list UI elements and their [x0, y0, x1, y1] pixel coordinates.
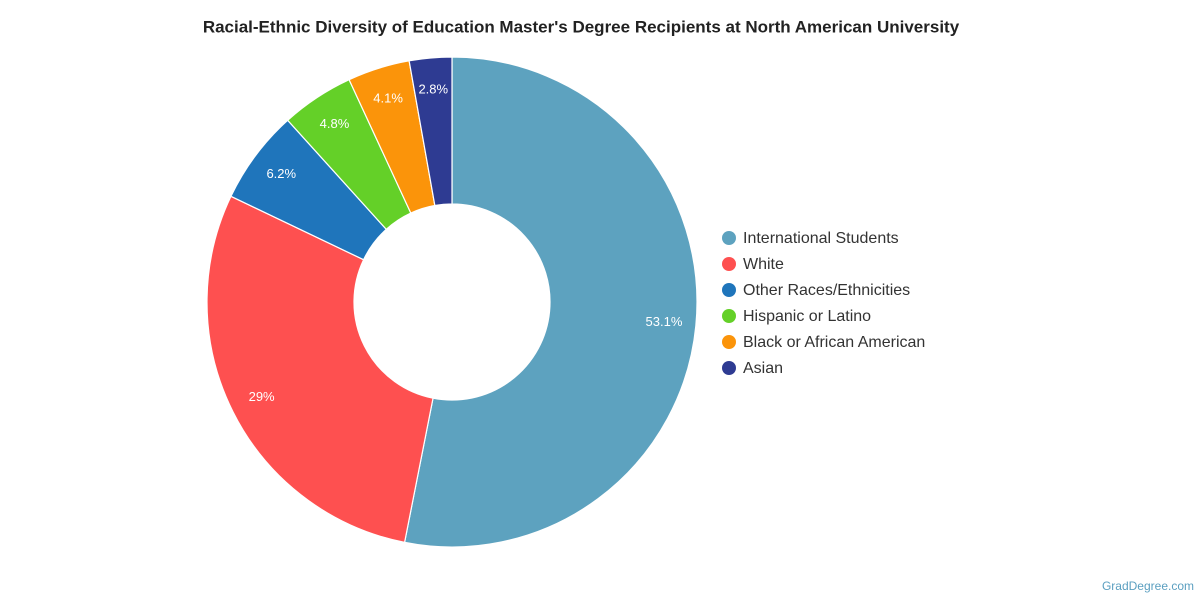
legend-label: Black or African American	[743, 334, 925, 351]
legend-marker	[722, 361, 736, 375]
legend-label: Asian	[743, 360, 783, 377]
donut-slice	[206, 195, 434, 544]
donut-slice	[403, 56, 698, 548]
legend-label: Hispanic or Latino	[743, 308, 871, 325]
legend-marker	[722, 335, 736, 349]
legend-marker	[722, 231, 736, 245]
value-label: 6.2%	[266, 166, 296, 181]
donut-slice	[408, 56, 453, 207]
value-label: 4.1%	[373, 90, 403, 105]
value-label: 4.8%	[320, 116, 350, 131]
legend-marker	[722, 309, 736, 323]
legend-label: White	[743, 256, 784, 273]
legend-label: Other Races/Ethnicities	[743, 282, 910, 299]
value-label: 29%	[249, 389, 275, 404]
source-credit[interactable]: GradDegree.com	[1102, 579, 1194, 593]
legend-marker	[722, 283, 736, 297]
chart-title: Racial-Ethnic Diversity of Education Mas…	[203, 17, 960, 36]
value-label: 2.8%	[418, 81, 448, 96]
legend-label: International Students	[743, 230, 899, 247]
legend-marker	[722, 257, 736, 271]
value-label: 53.1%	[646, 314, 683, 329]
